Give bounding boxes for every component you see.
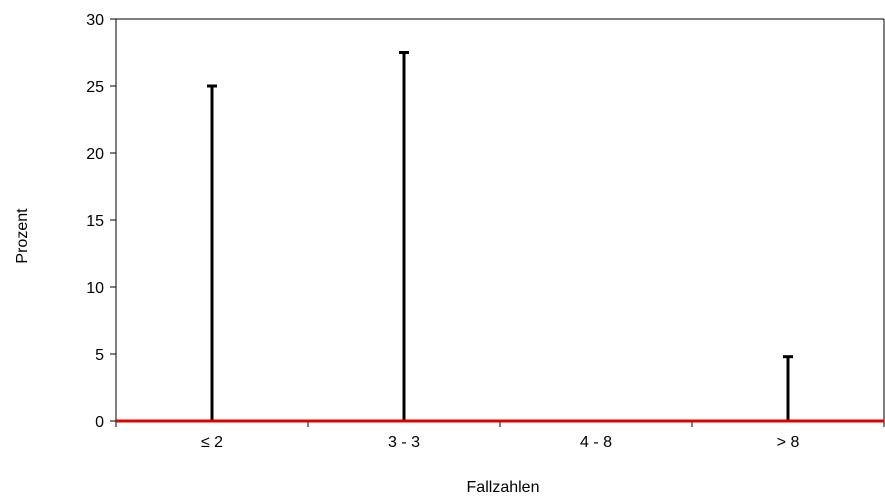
y-axis: 0 5 10 15 20 25 30 — [86, 12, 117, 431]
y-tick-label-4: 20 — [86, 146, 104, 163]
bar-1 — [399, 51, 409, 421]
x-tick-label-1: 3 - 3 — [388, 434, 420, 451]
bar-3 — [783, 355, 793, 421]
x-axis-title: Fallzahlen — [467, 479, 540, 496]
y-tick-label-5: 25 — [86, 79, 104, 96]
y-tick-label-0: 0 — [95, 414, 104, 431]
bar-0 — [207, 84, 217, 421]
x-tick-label-0: ≤ 2 — [201, 434, 223, 451]
bars — [207, 51, 793, 421]
plot-frame — [116, 18, 885, 421]
x-tick-label-3: > 8 — [777, 434, 800, 451]
y-tick-label-1: 5 — [95, 347, 104, 364]
x-axis: ≤ 2 3 - 3 4 - 8 > 8 — [115, 421, 885, 451]
y-axis-title: Prozent — [14, 208, 31, 264]
x-tick-label-2: 4 - 8 — [580, 434, 612, 451]
y-tick-label-3: 15 — [86, 213, 104, 230]
y-tick-label-2: 10 — [86, 280, 104, 297]
y-tick-label-6: 30 — [86, 12, 104, 29]
